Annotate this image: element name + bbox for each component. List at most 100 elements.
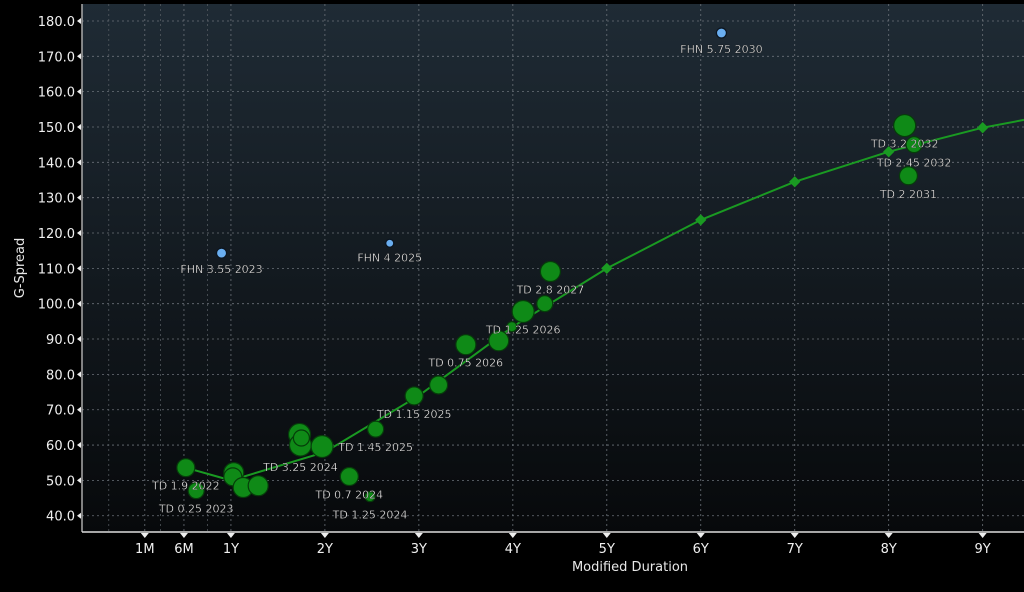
point-label: TD 0.25 2023 (158, 503, 234, 516)
td-bond-point (905, 136, 923, 154)
point-label: TD 0.75 2026 (428, 357, 504, 370)
td-bond-point (364, 491, 376, 503)
curve-marker (601, 262, 613, 275)
x-tick-label: 3Y (411, 542, 427, 557)
point-label: TD 1.25 2024 (332, 509, 408, 522)
td-bond-point (455, 334, 477, 356)
td-bond-point (247, 475, 269, 497)
fhn-bond-point (385, 238, 395, 248)
x-tick-label: 1Y (223, 542, 239, 557)
curve-marker (789, 176, 801, 188)
td-bond-point (404, 386, 424, 406)
y-tick-mark (77, 53, 81, 60)
x-axis-ticks: 1M 6M 1Y 2Y 3Y 4Y 5Y 6Y 7Y 8Y 9Y (135, 533, 991, 557)
x-tick-label: 8Y (881, 542, 897, 557)
point-label: TD 2 2031 (879, 188, 937, 201)
y-tick-label: 50.0 (46, 474, 75, 489)
x-tick-label: 9Y (975, 542, 991, 557)
y-axis-label: G-Spread (13, 238, 28, 299)
y-tick-mark (77, 159, 81, 166)
td-bond-point (292, 429, 311, 447)
x-tick-label: 1M (135, 542, 155, 557)
x-tick-mark (790, 533, 799, 538)
curve-marker (695, 214, 707, 226)
x-tick-mark (414, 533, 423, 538)
y-tick-mark (77, 230, 81, 237)
y-tick-label: 170.0 (38, 50, 75, 65)
td-bond-point (367, 420, 385, 438)
y-tick-mark (77, 406, 81, 413)
x-tick-label: 4Y (505, 542, 521, 557)
y-tick-label: 40.0 (46, 510, 75, 525)
td-bond-point (310, 434, 334, 459)
point-label: TD 2.8 2027 (516, 284, 585, 297)
x-tick-mark (884, 533, 893, 538)
x-tick-mark (696, 533, 705, 538)
point-label: TD 1.25 2026 (485, 323, 561, 336)
x-tick-mark (226, 533, 235, 538)
y-tick-label: 80.0 (46, 368, 75, 383)
y-tick-label: 140.0 (38, 156, 75, 171)
y-tick-mark (77, 123, 81, 130)
point-label: TD 1.9 2022 (151, 480, 220, 493)
x-tick-mark (320, 533, 329, 538)
y-tick-mark (77, 17, 81, 24)
td-bond-point (539, 260, 562, 283)
td-bond-point (428, 375, 449, 395)
point-label: FHN 3.55 2023 (180, 263, 262, 276)
point-label: TD 0.7 2024 (314, 489, 383, 502)
x-tick-label: 7Y (787, 542, 803, 557)
y-tick-mark (77, 88, 81, 95)
td-bond-point (898, 166, 919, 186)
y-tick-mark (77, 512, 81, 519)
x-axis-label: Modified Duration (572, 560, 688, 575)
td-bond-point (488, 330, 510, 352)
y-tick-label: 180.0 (38, 15, 75, 30)
td-bond-point (339, 466, 359, 487)
x-tick-label: 6M (174, 542, 194, 557)
point-label: TD 3.25 2024 (262, 461, 338, 474)
point-label: FHN 5.75 2030 (680, 43, 762, 56)
fhn-bond-point (715, 27, 728, 39)
y-tick-label: 100.0 (38, 298, 75, 313)
y-tick-mark (77, 371, 81, 378)
td-bond-point (176, 458, 196, 478)
y-tick-mark (77, 265, 81, 272)
y-tick-label: 150.0 (38, 121, 75, 136)
point-label: TD 3.2 2032 (870, 138, 939, 151)
x-tick-mark (602, 533, 611, 538)
x-tick-label: 6Y (693, 542, 709, 557)
y-tick-label: 120.0 (38, 227, 75, 242)
y-tick-label: 160.0 (38, 86, 75, 101)
td-bond-point (511, 299, 535, 324)
x-tick-mark (978, 533, 987, 538)
y-axis-ticks: 40.0 50.0 60.0 70.0 80.0 90.0 100.0 110.0 120.0 1… (38, 15, 81, 525)
y-tick-mark (77, 300, 81, 307)
y-tick-label: 60.0 (46, 439, 75, 454)
y-tick-mark (77, 442, 81, 449)
point-label: FHN 4 2025 (357, 251, 422, 264)
fhn-bond-point (215, 247, 228, 259)
point-labels: FHN 3.55 2023 FHN 4 2025 FHN 5.75 2030 TD 1… (151, 43, 952, 522)
td-bond-point (187, 482, 205, 500)
y-tick-mark (77, 194, 81, 201)
td-bond-point (893, 113, 917, 138)
y-tick-mark (77, 477, 81, 484)
td-bond-point (506, 321, 518, 333)
y-tick-mark (77, 336, 81, 343)
y-tick-label: 70.0 (46, 404, 75, 419)
x-tick-mark (140, 533, 149, 538)
point-label: TD 1.45 2025 (337, 441, 413, 454)
td-bond-point (536, 295, 554, 313)
x-tick-label: 2Y (317, 542, 333, 557)
y-tick-label: 90.0 (46, 333, 75, 348)
point-label: TD 2.45 2032 (876, 157, 952, 170)
curve-marker (883, 146, 895, 158)
y-tick-label: 110.0 (38, 262, 75, 277)
x-tick-label: 5Y (599, 542, 615, 557)
x-tick-mark (508, 533, 517, 538)
point-label: TD 1.15 2025 (376, 408, 452, 421)
data-points (176, 27, 923, 503)
x-tick-mark (179, 533, 188, 538)
